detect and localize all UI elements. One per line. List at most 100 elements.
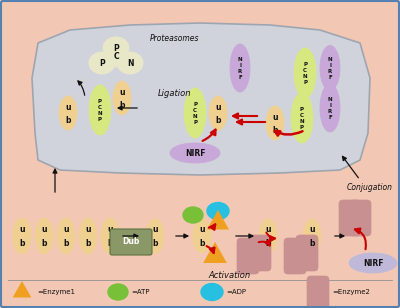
Text: Ligation: Ligation <box>158 88 192 98</box>
Text: u: u <box>119 87 125 96</box>
Text: u: u <box>65 103 71 111</box>
Ellipse shape <box>291 93 313 143</box>
Text: =Enzyme1: =Enzyme1 <box>37 289 75 295</box>
Ellipse shape <box>349 253 397 273</box>
Text: N: N <box>193 114 197 119</box>
Ellipse shape <box>35 218 53 254</box>
Ellipse shape <box>170 143 220 163</box>
Ellipse shape <box>79 218 97 254</box>
Ellipse shape <box>230 44 250 92</box>
FancyBboxPatch shape <box>349 200 371 236</box>
Text: NIRF: NIRF <box>363 258 383 268</box>
Text: N: N <box>300 119 304 124</box>
Text: R: R <box>328 108 332 114</box>
Text: P: P <box>300 124 304 129</box>
Ellipse shape <box>59 96 77 130</box>
Text: P: P <box>303 62 307 67</box>
Text: I: I <box>239 63 241 67</box>
Text: u: u <box>85 225 91 234</box>
Ellipse shape <box>89 52 115 74</box>
Text: R: R <box>328 68 332 74</box>
Polygon shape <box>32 23 370 175</box>
Ellipse shape <box>101 218 119 254</box>
FancyBboxPatch shape <box>284 238 306 274</box>
Text: =ATP: =ATP <box>131 289 150 295</box>
Text: Dub: Dub <box>122 237 140 246</box>
Ellipse shape <box>103 37 129 59</box>
Ellipse shape <box>117 52 143 74</box>
Ellipse shape <box>320 46 340 91</box>
Text: I: I <box>329 103 331 107</box>
Text: P: P <box>193 120 197 124</box>
Ellipse shape <box>201 283 223 301</box>
Text: b: b <box>85 238 91 248</box>
FancyBboxPatch shape <box>249 235 271 271</box>
Text: b: b <box>199 238 205 248</box>
Text: Proteasomes: Proteasomes <box>150 34 200 43</box>
Ellipse shape <box>193 219 211 253</box>
Text: b: b <box>309 238 315 248</box>
Polygon shape <box>203 242 227 263</box>
Ellipse shape <box>146 219 164 253</box>
Text: u: u <box>107 225 113 234</box>
Ellipse shape <box>103 45 129 67</box>
Ellipse shape <box>89 85 111 135</box>
Text: P: P <box>98 116 102 121</box>
Text: C: C <box>303 67 307 72</box>
Text: I: I <box>329 63 331 67</box>
Text: N: N <box>127 59 133 67</box>
Text: u: u <box>41 225 47 234</box>
Text: u: u <box>265 225 271 234</box>
Text: b: b <box>215 116 221 124</box>
FancyBboxPatch shape <box>296 235 318 271</box>
Text: =ADP: =ADP <box>226 289 246 295</box>
Ellipse shape <box>209 96 227 130</box>
Text: C: C <box>193 107 197 112</box>
FancyBboxPatch shape <box>237 238 259 274</box>
Text: R: R <box>238 68 242 74</box>
FancyBboxPatch shape <box>339 200 361 236</box>
Text: =Enzyme2: =Enzyme2 <box>332 289 370 295</box>
Text: u: u <box>19 225 25 234</box>
Text: u: u <box>309 225 315 234</box>
Text: N: N <box>328 56 332 62</box>
Text: N: N <box>303 74 307 79</box>
Text: C: C <box>113 51 119 60</box>
Text: F: F <box>328 75 332 79</box>
Polygon shape <box>13 281 31 298</box>
Text: P: P <box>99 59 105 67</box>
Text: P: P <box>98 99 102 103</box>
Text: b: b <box>19 238 25 248</box>
Text: u: u <box>152 225 158 234</box>
Text: NIRF: NIRF <box>185 148 205 157</box>
Text: P: P <box>193 102 197 107</box>
Text: b: b <box>272 125 278 135</box>
Ellipse shape <box>320 84 340 132</box>
Ellipse shape <box>259 219 277 253</box>
Ellipse shape <box>13 218 31 254</box>
Text: b: b <box>63 238 69 248</box>
Ellipse shape <box>266 106 284 140</box>
Text: b: b <box>107 238 113 248</box>
Text: b: b <box>119 100 125 110</box>
Polygon shape <box>207 210 229 229</box>
Text: u: u <box>63 225 69 234</box>
FancyBboxPatch shape <box>307 276 329 308</box>
Text: C: C <box>300 112 304 117</box>
Text: N: N <box>328 96 332 102</box>
Text: N: N <box>98 111 102 116</box>
Text: C: C <box>98 104 102 110</box>
Text: F: F <box>238 75 242 79</box>
Text: Conjugation: Conjugation <box>347 184 393 192</box>
Ellipse shape <box>183 207 203 223</box>
Text: u: u <box>199 225 205 234</box>
Ellipse shape <box>303 219 321 253</box>
Text: Activation: Activation <box>209 271 251 281</box>
Text: F: F <box>328 115 332 120</box>
Text: b: b <box>152 238 158 248</box>
Text: b: b <box>41 238 47 248</box>
Ellipse shape <box>57 218 75 254</box>
Ellipse shape <box>108 284 128 300</box>
Text: u: u <box>272 112 278 121</box>
Ellipse shape <box>184 88 206 138</box>
